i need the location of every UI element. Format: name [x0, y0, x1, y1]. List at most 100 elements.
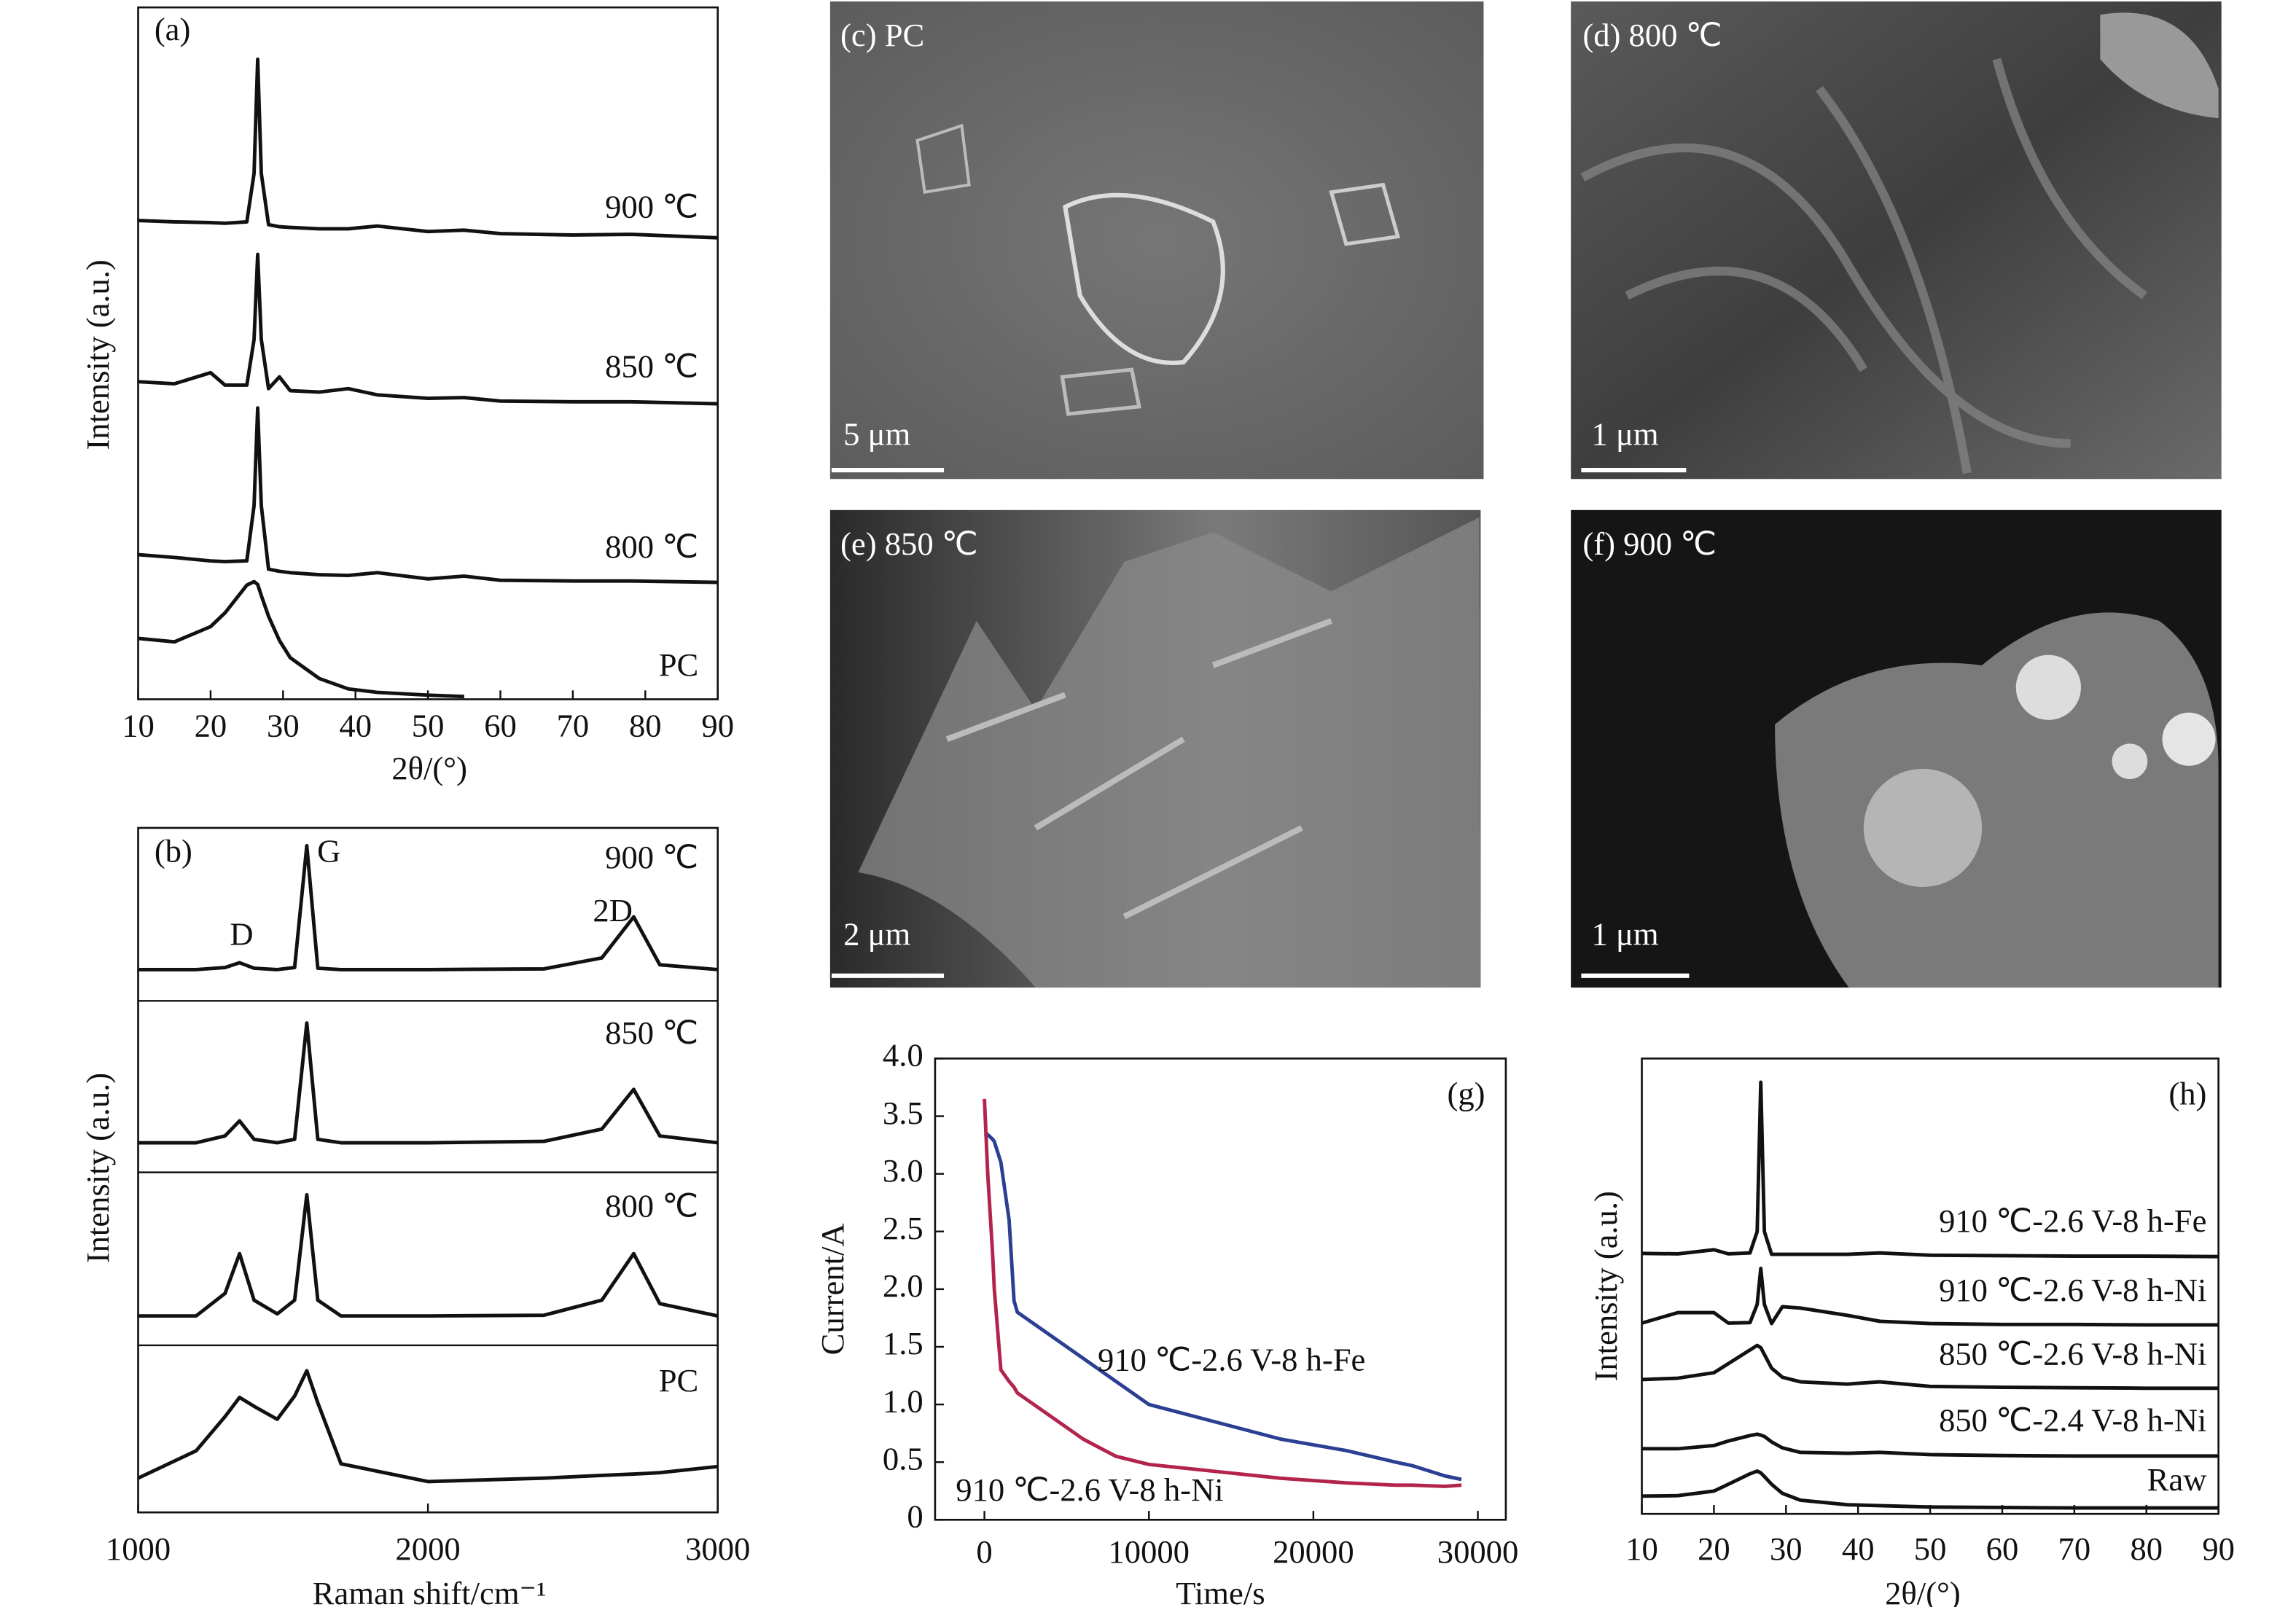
sem-image-c: (c) PC 5 μm — [829, 1, 1484, 480]
sem-particle — [1063, 192, 1225, 365]
sem-background — [1571, 1, 2222, 480]
scale-label: 1 μm — [1592, 416, 1659, 453]
y-tick-label: 3.5 — [883, 1095, 924, 1131]
sem-background — [829, 1, 1484, 480]
peak-annotation: D — [230, 915, 253, 952]
series-label: 900 ℃ — [605, 839, 698, 875]
x-tick-label: 3000 — [685, 1530, 750, 1567]
series-line — [138, 57, 718, 240]
series-line — [1641, 1080, 2219, 1259]
panel-label: (b) — [155, 833, 192, 869]
sem-texture — [2100, 12, 2219, 119]
sem-texture — [1580, 58, 2147, 474]
series-label: 910 ℃-2.6 V-8 h-Ni — [1939, 1272, 2206, 1308]
x-tick-label: 20000 — [1273, 1533, 1354, 1570]
sem-particle — [1060, 367, 1141, 416]
y-tick-label: 0 — [907, 1498, 923, 1535]
series-label: 900 ℃ — [605, 188, 698, 224]
y-axis-label: Intensity (a.u.) — [1588, 1191, 1624, 1381]
x-tick-label: 20 — [195, 707, 227, 743]
x-tick-label: 80 — [629, 707, 662, 743]
x-axis-label: Raman shift/cm⁻¹ — [313, 1575, 547, 1607]
series-line — [1641, 1469, 2219, 1510]
x-tick-label: 30 — [1770, 1530, 1803, 1567]
panel-label: (e) 850 ℃ — [840, 525, 978, 562]
series-label: 800 ℃ — [605, 1188, 698, 1224]
x-tick-label: 90 — [701, 707, 734, 743]
x-tick-label: 40 — [339, 707, 372, 743]
series-label: 910 ℃-2.6 V-8 h-Fe — [1098, 1342, 1365, 1378]
sem-image-e: (e) 850 ℃ 2 μm — [829, 509, 1481, 988]
sem-texture — [945, 618, 1332, 920]
series-line — [983, 1098, 1462, 1488]
sem-texture — [2162, 712, 2216, 766]
y-axis-label: Intensity (a.u.) — [79, 259, 116, 450]
series-label: 800 ℃ — [605, 528, 698, 565]
x-tick-label: 90 — [2202, 1530, 2235, 1567]
series-label: 850 ℃-2.4 V-8 h-Ni — [1939, 1402, 2206, 1439]
series-line — [138, 252, 718, 406]
x-tick-label: 2000 — [396, 1530, 461, 1567]
series-line — [138, 1021, 718, 1145]
panel-label: (a) — [155, 11, 191, 47]
x-tick-label: 50 — [412, 707, 445, 743]
sem-texture — [2112, 743, 2148, 780]
sem-texture — [2015, 654, 2081, 720]
y-tick-label: 2.0 — [883, 1267, 924, 1304]
y-axis-label: Intensity (a.u.) — [79, 1073, 116, 1263]
y-tick-label: 1.0 — [883, 1383, 924, 1419]
series-label: 850 ℃-2.6 V-8 h-Ni — [1939, 1335, 2206, 1372]
x-tick-label: 60 — [484, 707, 517, 743]
panel-label: (c) PC — [840, 17, 924, 53]
x-tick-label: 80 — [2130, 1530, 2163, 1567]
y-axis-label: Current/A — [814, 1223, 851, 1355]
chart-panel: 1000 2000 3000 900 ℃ 850 ℃ 800 ℃ PC D G 2D (b) Rama… — [79, 826, 750, 1607]
panel-label: (f) 900 ℃ — [1582, 525, 1717, 562]
peak-annotation: 2D — [593, 892, 633, 928]
x-tick-label: 50 — [1914, 1530, 1947, 1567]
series-line — [1641, 1343, 2219, 1391]
x-tick-label: 60 — [1986, 1530, 2019, 1567]
x-tick-label: 40 — [1842, 1530, 1875, 1567]
panel-label: (g) — [1447, 1075, 1485, 1111]
series-label: PC — [659, 1362, 699, 1399]
series-line — [983, 1131, 1462, 1482]
series-line — [137, 1369, 718, 1484]
x-tick-label: 30000 — [1437, 1533, 1519, 1570]
plot-frame — [137, 826, 719, 1514]
chart-panel: 0 10000 20000 30000 0 0.5 1.0 1.5 2.0 2.5 3.0 3.5 4.… — [814, 1037, 1518, 1607]
series-line — [1641, 1432, 2219, 1458]
series-line — [138, 406, 718, 584]
x-tick-label: 10 — [1625, 1530, 1658, 1567]
x-tick-label: 10 — [122, 707, 155, 743]
x-tick-label: 70 — [2058, 1530, 2091, 1567]
x-tick-label: 0 — [976, 1533, 992, 1570]
series-label: 910 ℃-2.6 V-8 h-Ni — [956, 1471, 1223, 1508]
scale-label: 1 μm — [1592, 915, 1659, 952]
scale-label: 2 μm — [843, 915, 910, 952]
y-tick-label: 4.0 — [883, 1037, 924, 1074]
y-tick-label: 0.5 — [883, 1440, 924, 1477]
sem-texture — [1775, 612, 2219, 988]
scale-label: 5 μm — [843, 416, 910, 453]
chart-panel: 10 20 30 40 50 60 70 80 90 910 ℃-2.6 V-8 h-Fe 910 … — [1588, 1057, 2235, 1607]
series-label: 910 ℃-2.6 V-8 h-Fe — [1939, 1203, 2206, 1239]
panel-label: (h) — [2168, 1075, 2206, 1111]
panel-label: (d) 800 ℃ — [1582, 17, 1722, 53]
series-line — [138, 1192, 719, 1318]
series-label: PC — [659, 646, 699, 683]
plot-frame — [934, 1057, 1507, 1521]
chart-panel: 10 20 30 40 50 60 70 80 90 900 ℃ 850 ℃ 800 ℃ PC (a) 2θ… — [79, 6, 734, 786]
x-axis-label: Time/s — [1176, 1575, 1265, 1607]
x-tick-label: 10000 — [1108, 1533, 1190, 1570]
peak-annotation: G — [317, 833, 340, 869]
y-tick-label: 1.5 — [883, 1325, 924, 1361]
x-tick-label: 1000 — [106, 1530, 171, 1567]
sem-texture — [858, 517, 1481, 988]
y-tick-label: 3.0 — [883, 1152, 924, 1189]
x-axis-label: 2θ/(°) — [391, 750, 467, 786]
series-label: Raw — [2147, 1461, 2208, 1498]
series-label: 850 ℃ — [605, 348, 698, 384]
